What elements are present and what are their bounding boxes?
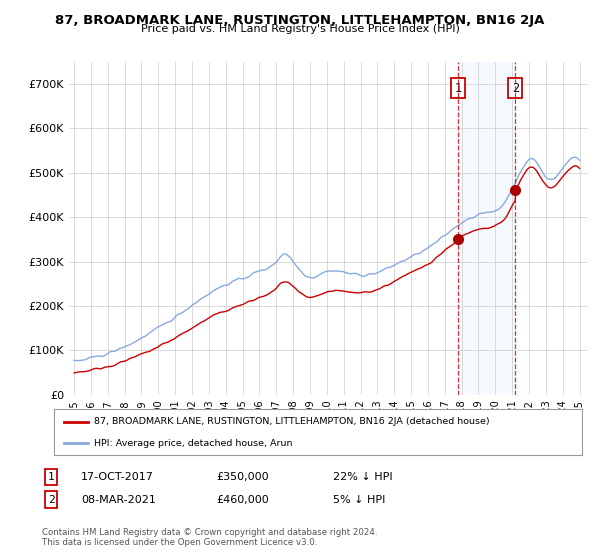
Bar — [458, 62, 515, 395]
Text: £460,000: £460,000 — [216, 494, 269, 505]
Text: HPI: Average price, detached house, Arun: HPI: Average price, detached house, Arun — [94, 438, 292, 448]
Text: 1: 1 — [47, 472, 55, 482]
Text: 22% ↓ HPI: 22% ↓ HPI — [333, 472, 392, 482]
Text: 2: 2 — [512, 82, 519, 95]
Text: 1: 1 — [455, 82, 461, 95]
Text: 87, BROADMARK LANE, RUSTINGTON, LITTLEHAMPTON, BN16 2JA (detached house): 87, BROADMARK LANE, RUSTINGTON, LITTLEHA… — [94, 417, 489, 426]
Text: 87, BROADMARK LANE, RUSTINGTON, LITTLEHAMPTON, BN16 2JA: 87, BROADMARK LANE, RUSTINGTON, LITTLEHA… — [55, 14, 545, 27]
Text: 17-OCT-2017: 17-OCT-2017 — [81, 472, 154, 482]
Text: Contains HM Land Registry data © Crown copyright and database right 2024.
This d: Contains HM Land Registry data © Crown c… — [42, 528, 377, 547]
Text: 2: 2 — [47, 494, 55, 505]
Text: 5% ↓ HPI: 5% ↓ HPI — [333, 494, 385, 505]
Text: £350,000: £350,000 — [216, 472, 269, 482]
Text: Price paid vs. HM Land Registry's House Price Index (HPI): Price paid vs. HM Land Registry's House … — [140, 24, 460, 34]
Text: 08-MAR-2021: 08-MAR-2021 — [81, 494, 156, 505]
